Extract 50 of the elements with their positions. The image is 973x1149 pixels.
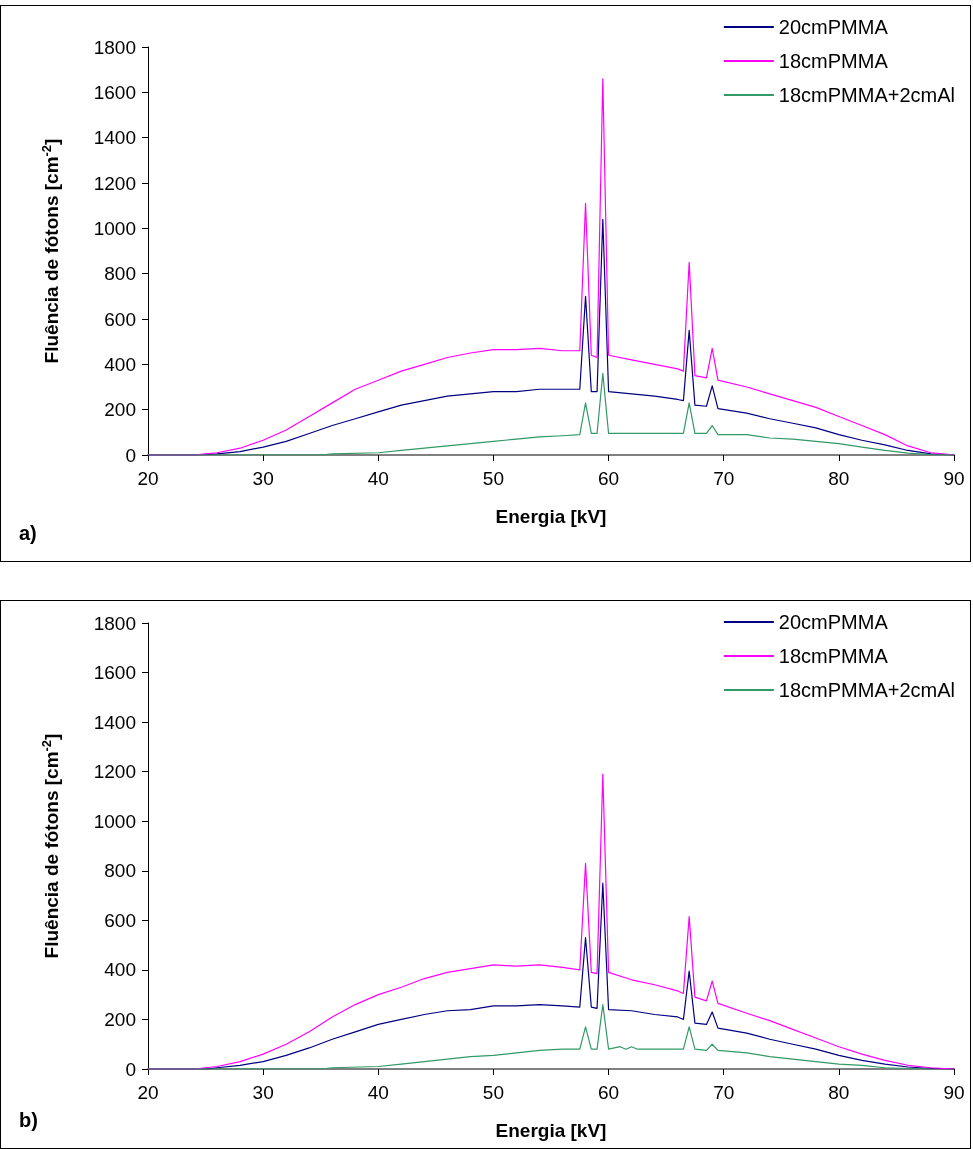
y-tick-label: 400: [104, 353, 136, 375]
x-axis-title: Energia [kV]: [495, 1120, 607, 1141]
y-tick-label: 600: [104, 308, 136, 330]
y-tick-label: 1800: [93, 612, 136, 634]
y-tick-label: 400: [104, 959, 136, 981]
text: a): [19, 522, 37, 544]
y-tick-label: 1000: [93, 810, 136, 832]
x-tick-label: 20: [137, 1082, 159, 1103]
line-series: [147, 372, 955, 456]
x-tick-label: 60: [598, 468, 620, 489]
x-tick-label: 60: [598, 1082, 620, 1103]
y-tick-label: 0: [125, 444, 136, 466]
y-tick-label: 0: [125, 1058, 136, 1080]
x-axis-title: Energia [kV]: [495, 506, 607, 527]
y-tick-label: 600: [104, 909, 136, 931]
y-tick-label: 1000: [93, 217, 136, 239]
y-tick-label: 1800: [93, 36, 136, 58]
y-tick-label: 1400: [93, 127, 136, 149]
legend-label: 18cmPMMA+2cmAl: [778, 84, 955, 106]
y-tick-label: 200: [104, 399, 136, 421]
x-tick-label: 50: [482, 1082, 504, 1103]
legend-label: 20cmPMMA: [778, 611, 889, 633]
x-tick-label: 80: [828, 1082, 850, 1103]
y-tick-label: 1600: [93, 662, 136, 684]
line-series: [147, 1003, 932, 1070]
text: b): [19, 1109, 38, 1131]
x-tick-label: 40: [367, 1082, 389, 1103]
y-tick-label: 1200: [93, 172, 136, 194]
x-tick-label: 40: [367, 468, 389, 489]
legend-label: 18cmPMMA: [778, 645, 889, 667]
x-tick-label: 30: [252, 1082, 274, 1103]
y-tick-label: 800: [104, 860, 136, 882]
legend-label: 18cmPMMA+2cmAl: [778, 679, 955, 701]
y-tick-label: 800: [104, 263, 136, 285]
x-tick-label: 90: [943, 1082, 965, 1103]
y-tick-label: 1400: [93, 711, 136, 733]
y-tick-label: 1600: [93, 81, 136, 103]
y-axis-title: Fluência de fótons [cm-2]: [39, 733, 62, 959]
x-tick-label: 20: [137, 468, 159, 489]
y-tick-label: 200: [104, 1008, 136, 1030]
y-tick-label: 1200: [93, 761, 136, 783]
x-tick-label: 70: [713, 1082, 735, 1103]
x-tick-label: 50: [482, 468, 504, 489]
x-tick-label: 90: [943, 468, 965, 489]
y-axis-title: Fluência de fótons [cm-2]: [39, 138, 62, 364]
legend-label: 18cmPMMA: [778, 50, 889, 72]
x-tick-label: 80: [828, 468, 850, 489]
x-tick-label: 70: [713, 468, 735, 489]
x-tick-label: 30: [252, 468, 274, 489]
legend-label: 20cmPMMA: [778, 16, 889, 38]
